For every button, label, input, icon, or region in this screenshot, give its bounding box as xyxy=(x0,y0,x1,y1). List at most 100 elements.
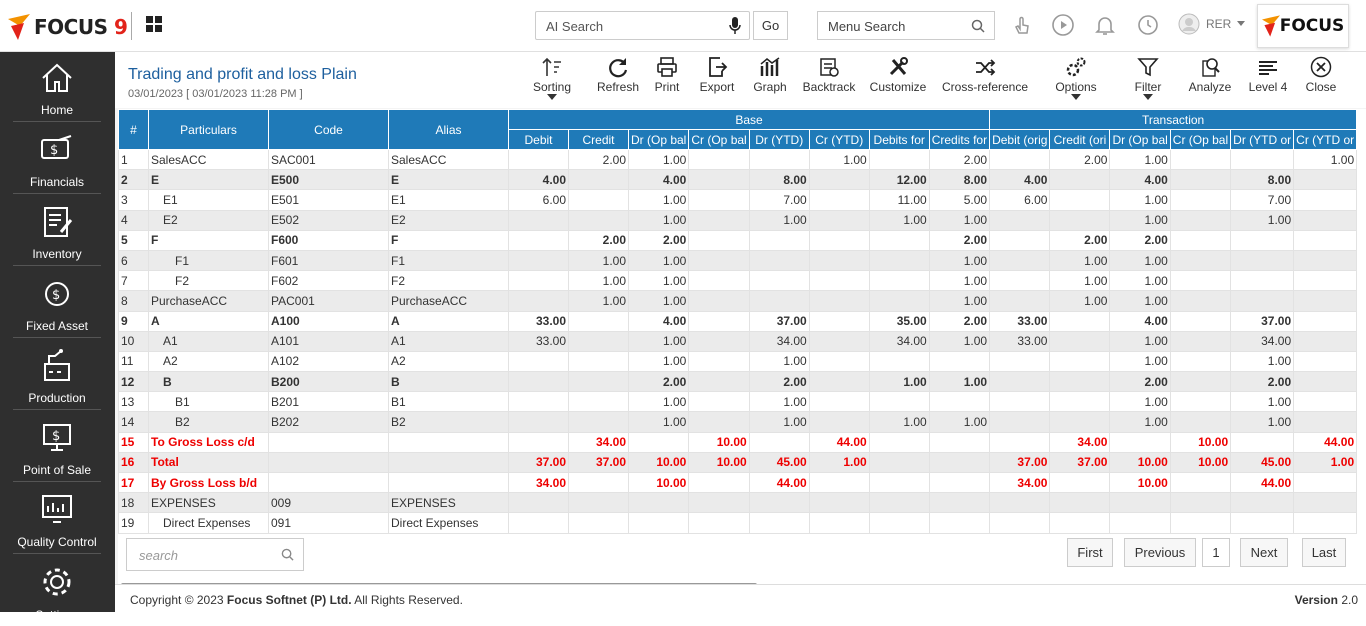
col-header-amount[interactable]: Cr (Op bal xyxy=(1169,129,1232,150)
amount-cell: 34.00 xyxy=(868,330,930,352)
user-menu[interactable]: RER xyxy=(1178,13,1246,35)
refresh-button[interactable]: Refresh xyxy=(595,56,641,104)
level-button[interactable]: Level 4 xyxy=(1245,56,1291,104)
col-header-amount[interactable]: Dr (Op bal xyxy=(1109,129,1171,150)
table-row[interactable]: 10 A1 A101 A1 33.00 1.00 34.00 34.00 1.00 33.00 1.… xyxy=(118,330,1358,352)
table-row[interactable]: 16 Total 37.00 37.00 10.00 10.00 45.00 1.00 37.0… xyxy=(118,451,1358,474)
col-header-amount[interactable]: Dr (YTD) xyxy=(748,129,810,150)
search-icon[interactable] xyxy=(971,19,985,33)
close-button[interactable]: Close xyxy=(1303,56,1339,104)
graph-button[interactable]: Graph xyxy=(751,56,789,104)
col-header-amount[interactable]: Debit (orig xyxy=(989,129,1051,150)
sidebar-item-production[interactable]: Production xyxy=(13,340,101,410)
table-row[interactable]: 5 F F600 F 2.00 2.00 2.00 2.00 2.00 xyxy=(118,229,1358,251)
amount-cell: 1.00 xyxy=(928,411,991,433)
filter-button[interactable]: Filter xyxy=(1122,56,1174,104)
col-header-alias[interactable]: Alias xyxy=(388,109,509,150)
col-header-amount[interactable]: Dr (YTD or xyxy=(1230,129,1295,150)
cross-reference-button[interactable]: Cross-reference xyxy=(940,56,1030,104)
table-row[interactable]: 3 E1 E501 E1 6.00 1.00 7.00 11.00 5.00 6.00 1.00 7.… xyxy=(118,189,1358,211)
amount-cell xyxy=(989,512,1051,534)
amount-cell: 1.00 xyxy=(868,411,930,433)
table-row[interactable]: 8 PurchaseACC PAC001 PurchaseACC 1.00 1.00 1.0… xyxy=(118,290,1358,312)
table-row[interactable]: 9 A A100 A 33.00 4.00 37.00 35.00 2.00 33.00 4.00 3… xyxy=(118,310,1358,332)
alias-cell: A1 xyxy=(388,330,509,352)
pos-icon: $ xyxy=(43,424,71,451)
col-header-amount[interactable]: Cr (Op bal xyxy=(688,129,750,150)
last-page-button[interactable]: Last xyxy=(1302,538,1346,567)
backtrack-button[interactable]: Backtrack xyxy=(800,56,858,104)
particulars-cell: Direct Expenses xyxy=(148,512,269,534)
menu-search-input[interactable]: Menu Search xyxy=(817,11,995,40)
amount-cell xyxy=(808,169,870,191)
sidebar-item-financials[interactable]: $ Financials xyxy=(13,124,101,194)
page-number[interactable]: 1 xyxy=(1202,538,1230,567)
next-page-button[interactable]: Next xyxy=(1240,538,1288,567)
col-header-amount[interactable]: Debit xyxy=(508,129,569,150)
bell-icon[interactable] xyxy=(1093,13,1117,37)
col-header-amount[interactable]: Credit xyxy=(568,129,629,150)
table-row[interactable]: 11 A2 A102 A2 1.00 1.00 1.00 1.00 xyxy=(118,350,1358,373)
table-row[interactable]: 15 To Gross Loss c/d 34.00 10.00 44.00 34.00 1… xyxy=(118,431,1358,453)
amount-cell xyxy=(989,209,1051,231)
col-header-amount[interactable]: Credits for xyxy=(928,129,991,150)
table-row[interactable]: 14 B2 B202 B2 1.00 1.00 1.00 1.00 1.00 1.00 xyxy=(118,411,1358,433)
col-header-amount[interactable]: Credit (ori xyxy=(1049,129,1111,150)
print-button[interactable]: Print xyxy=(649,56,685,104)
col-header-amount[interactable]: Debits for xyxy=(868,129,930,150)
sorting-button[interactable]: Sorting xyxy=(521,56,583,104)
table-row[interactable]: 17 By Gross Loss b/d 34.00 10.00 44.00 34.00 1… xyxy=(118,471,1358,494)
table-row[interactable]: 13 B1 B201 B1 1.00 1.00 1.00 1.00 xyxy=(118,391,1358,413)
focus9-logo[interactable]: FOCUS 9 xyxy=(8,10,128,44)
microphone-icon[interactable] xyxy=(729,17,741,35)
apps-grid-icon[interactable] xyxy=(146,16,162,32)
particulars-cell: A2 xyxy=(148,350,269,373)
sidebar-item-fixed-asset[interactable]: $ Fixed Asset xyxy=(13,268,101,338)
sidebar-item-point-of-sale[interactable]: $ Point of Sale xyxy=(13,412,101,482)
amount-cell: 1.00 xyxy=(627,189,690,211)
table-row[interactable]: 12 B B200 B 2.00 2.00 1.00 1.00 2.00 2.00 xyxy=(118,371,1358,393)
go-button[interactable]: Go xyxy=(753,11,788,40)
table-row[interactable]: 6 F1 F601 F1 1.00 1.00 1.00 1.00 1.00 xyxy=(118,249,1358,272)
sidebar-item-settings[interactable]: Settings xyxy=(13,556,101,626)
amount-cell xyxy=(1049,471,1111,494)
search-icon[interactable] xyxy=(281,548,294,561)
amount-cell: 1.00 xyxy=(1049,249,1111,272)
amount-cell: 7.00 xyxy=(748,189,810,211)
amount-cell: 4.00 xyxy=(508,169,569,191)
amount-cell xyxy=(568,310,629,332)
customize-button[interactable]: Customize xyxy=(868,56,928,104)
table-row[interactable]: 19 Direct Expenses 091 Direct Expenses xyxy=(118,512,1358,534)
previous-page-button[interactable]: Previous xyxy=(1124,538,1196,567)
amount-cell xyxy=(989,350,1051,373)
amount-cell xyxy=(868,350,930,373)
export-button[interactable]: Export xyxy=(697,56,737,104)
col-header-amount[interactable]: Dr (Op bal xyxy=(627,129,690,150)
sidebar-item-inventory[interactable]: Inventory xyxy=(13,196,101,266)
first-page-button[interactable]: First xyxy=(1067,538,1113,567)
touch-icon[interactable] xyxy=(1010,13,1034,37)
col-header-amount[interactable]: Cr (YTD) xyxy=(808,129,870,150)
analyze-button[interactable]: Analyze xyxy=(1185,56,1235,104)
table-row[interactable]: 18 EXPENSES 009 EXPENSES xyxy=(118,492,1358,514)
options-button[interactable]: Options xyxy=(1041,56,1111,104)
table-search-input[interactable]: search xyxy=(126,538,304,571)
col-header-index[interactable]: # xyxy=(118,109,149,150)
amount-cell xyxy=(1049,209,1111,231)
play-icon[interactable] xyxy=(1051,13,1075,37)
particulars-cell: PurchaseACC xyxy=(148,290,269,312)
history-icon[interactable] xyxy=(1135,13,1159,37)
sidebar-item-home[interactable]: Home xyxy=(13,52,101,122)
table-row[interactable]: 2 E E500 E 4.00 4.00 8.00 12.00 8.00 4.00 4.00 8.00 xyxy=(118,169,1358,191)
col-header-amount[interactable]: Cr (YTD or xyxy=(1293,129,1358,150)
particulars-cell: SalesACC xyxy=(148,148,269,171)
sidebar-item-quality-control[interactable]: Quality Control xyxy=(13,484,101,554)
table-row[interactable]: 4 E2 E502 E2 1.00 1.00 1.00 1.00 1.00 1.00 xyxy=(118,209,1358,231)
ai-search-input[interactable]: AI Search xyxy=(535,11,750,40)
amount-cell xyxy=(928,471,991,494)
row-index-cell: 15 xyxy=(118,431,149,453)
col-header-particulars[interactable]: Particulars xyxy=(148,109,269,150)
table-row[interactable]: 7 F2 F602 F2 1.00 1.00 1.00 1.00 1.00 xyxy=(118,270,1358,292)
table-row[interactable]: 1 SalesACC SAC001 SalesACC 2.00 1.00 1.00 2.00 2… xyxy=(118,148,1358,171)
col-header-code[interactable]: Code xyxy=(268,109,389,150)
